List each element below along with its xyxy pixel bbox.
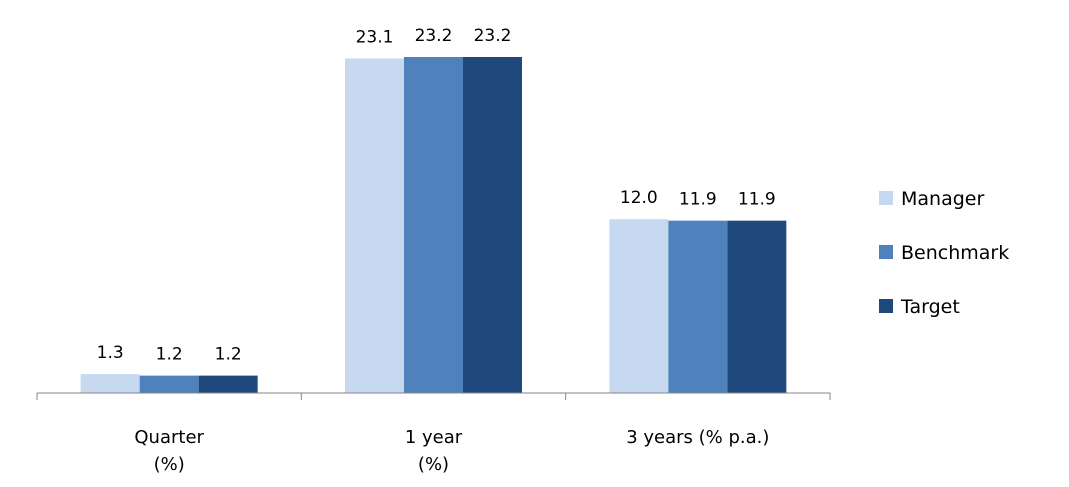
bar-manager-2	[609, 219, 669, 393]
data-label: 23.2	[474, 26, 512, 46]
data-label: 1.3	[97, 343, 124, 363]
category-label: 3 years (% p.a.)	[626, 427, 769, 448]
bar-target-0	[198, 375, 258, 393]
legend-swatch-benchmark	[879, 245, 893, 259]
bars-group	[80, 57, 787, 394]
data-label: 11.9	[679, 190, 717, 210]
x-axis	[36, 392, 831, 400]
data-labels-group: 1.3 1.2 1.2 23.1 23.2 23.2 12.0 11.9 11.9	[97, 26, 776, 365]
bar-manager-0	[80, 374, 140, 393]
bar-target-1	[463, 57, 522, 393]
legend-label-benchmark: Benchmark	[901, 242, 1009, 264]
bar-target-2	[727, 220, 787, 393]
data-label: 11.9	[738, 190, 776, 210]
data-label: 1.2	[215, 345, 242, 365]
legend: Manager Benchmark Target	[879, 188, 1009, 318]
category-label: Quarter	[134, 427, 204, 448]
data-label: 12.0	[620, 188, 658, 208]
data-label: 23.2	[415, 26, 453, 46]
data-label: 23.1	[356, 27, 394, 47]
legend-swatch-target	[879, 299, 893, 313]
bar-benchmark-1	[404, 57, 463, 393]
bar-benchmark-0	[139, 375, 199, 393]
legend-swatch-manager	[879, 191, 893, 205]
category-label: (%)	[418, 454, 449, 475]
category-label: (%)	[154, 454, 185, 475]
category-labels-group: Quarter (%) 1 year (%) 3 years (% p.a.)	[134, 427, 769, 475]
data-label: 1.2	[156, 345, 183, 365]
legend-label-manager: Manager	[901, 188, 984, 210]
category-label: 1 year	[405, 427, 463, 448]
bar-benchmark-2	[668, 220, 728, 393]
legend-label-target: Target	[900, 296, 960, 318]
bar-manager-1	[345, 58, 404, 394]
